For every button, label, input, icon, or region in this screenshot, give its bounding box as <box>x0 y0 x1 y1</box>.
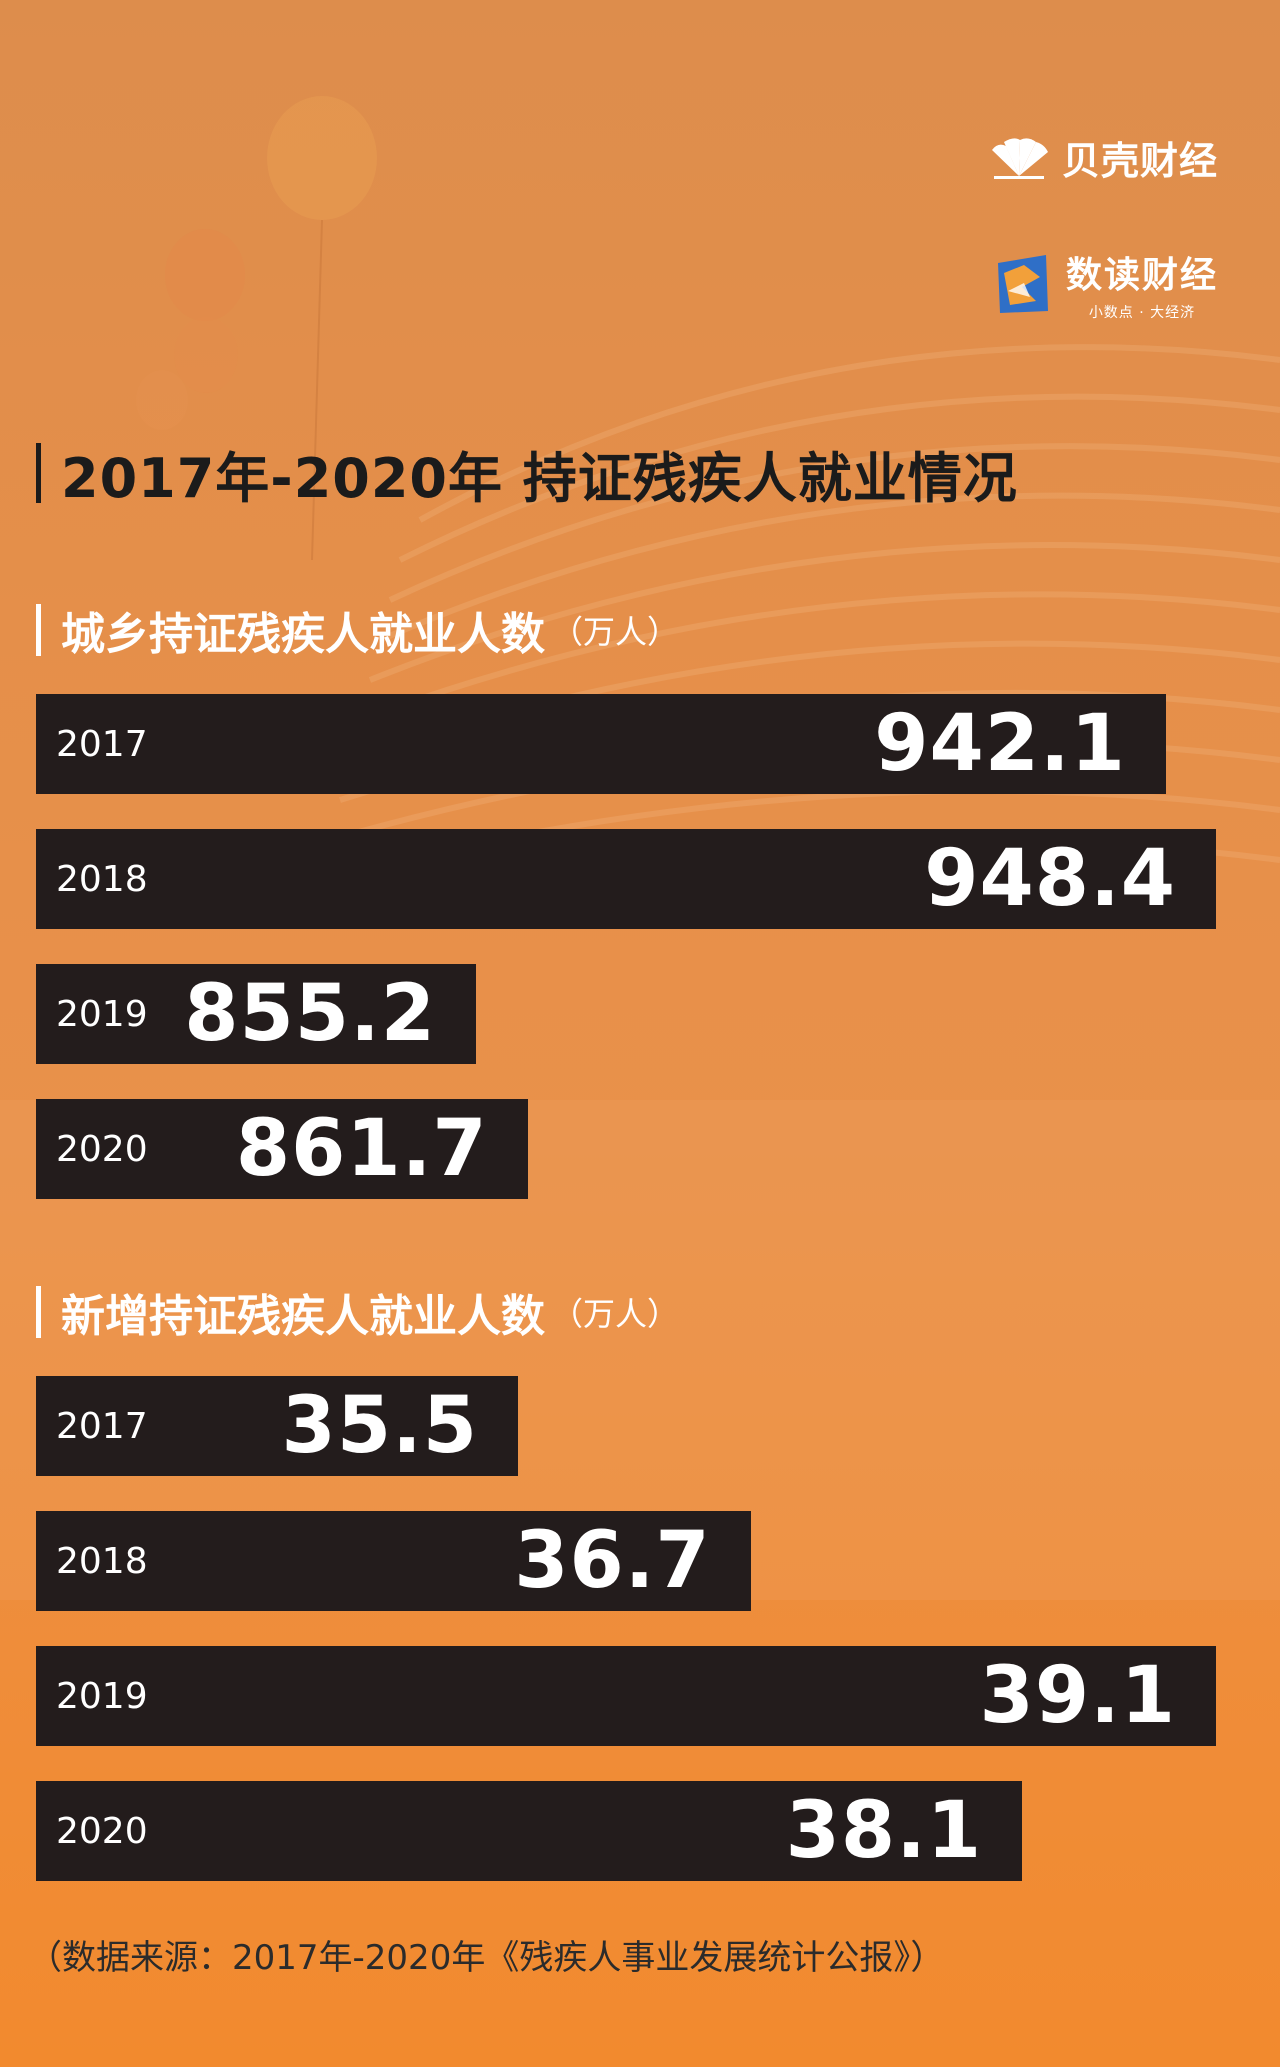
bar-category-label: 2017 <box>56 723 148 765</box>
bar-2020: 2020 861.7 <box>36 1099 528 1199</box>
bar-2017: 2017 942.1 <box>36 694 1166 794</box>
bar-value-label: 861.7 <box>235 1104 488 1194</box>
chart2-accent-bar <box>36 1286 41 1338</box>
bar-category-label: 2019 <box>56 993 148 1035</box>
bar-2018: 2018 36.7 <box>36 1511 751 1611</box>
page-title: 2017年-2020年 持证残疾人就业情况 <box>36 440 1018 510</box>
chart1-title: 城乡持证残疾人就业人数 （万人） <box>36 600 679 660</box>
logo2-slogan: 小数点 · 大经济 <box>1088 305 1196 321</box>
shudu-logo: 数读财经 小数点 · 大经济 <box>994 246 1218 322</box>
bar-category-label: 2018 <box>56 858 148 900</box>
bar-2019: 2019 855.2 <box>36 964 476 1064</box>
chart1-accent-bar <box>36 604 41 656</box>
data-source: （数据来源：2017年-2020年《残疾人事业发展统计公报》） <box>28 1938 945 1978</box>
bar-value-label: 39.1 <box>979 1651 1176 1741</box>
bar-2017: 2017 35.5 <box>36 1376 518 1476</box>
bar-2018: 2018 948.4 <box>36 829 1216 929</box>
bar-category-label: 2019 <box>56 1675 148 1717</box>
chart1-unit: （万人） <box>551 613 680 651</box>
bar-category-label: 2018 <box>56 1540 148 1582</box>
logo1-name: 贝壳财经 <box>1061 139 1218 183</box>
shell-logo-icon <box>991 137 1048 179</box>
chart2-bars: 2017 35.5 2018 36.7 2019 39.1 2020 38.1 <box>36 1376 1216 1882</box>
beike-logo: 贝壳财经 <box>984 130 1218 185</box>
bar-category-label: 2020 <box>56 1128 148 1170</box>
bar-value-label: 948.4 <box>924 834 1176 924</box>
bar-category-label: 2017 <box>56 1405 148 1447</box>
bar-value-label: 35.5 <box>281 1381 478 1471</box>
bar-2019: 2019 39.1 <box>36 1646 1216 1746</box>
chart2-title: 新增持证残疾人就业人数 （万人） <box>36 1282 679 1342</box>
bar-value-label: 942.1 <box>874 699 1126 789</box>
chart1-bars: 2017 942.1 2018 948.4 2019 855.2 2020 861.7 <box>36 694 1216 1200</box>
bar-value-label: 855.2 <box>184 969 436 1059</box>
shudu-logo-icon <box>997 255 1048 313</box>
bar-category-label: 2020 <box>56 1810 148 1852</box>
title-accent-bar <box>36 443 41 503</box>
chart2-unit: （万人） <box>551 1295 680 1333</box>
bar-value-label: 38.1 <box>785 1786 983 1876</box>
bar-2020: 2020 38.1 <box>36 1781 1023 1881</box>
chart1-title-text: 城乡持证残疾人就业人数 <box>61 609 545 660</box>
bar-value-label: 36.7 <box>514 1516 711 1606</box>
logo2-name: 数读财经 <box>1065 255 1218 296</box>
chart2-title-text: 新增持证残疾人就业人数 <box>61 1291 545 1342</box>
page-title-text: 2017年-2020年 持证残疾人就业情况 <box>61 446 1018 510</box>
